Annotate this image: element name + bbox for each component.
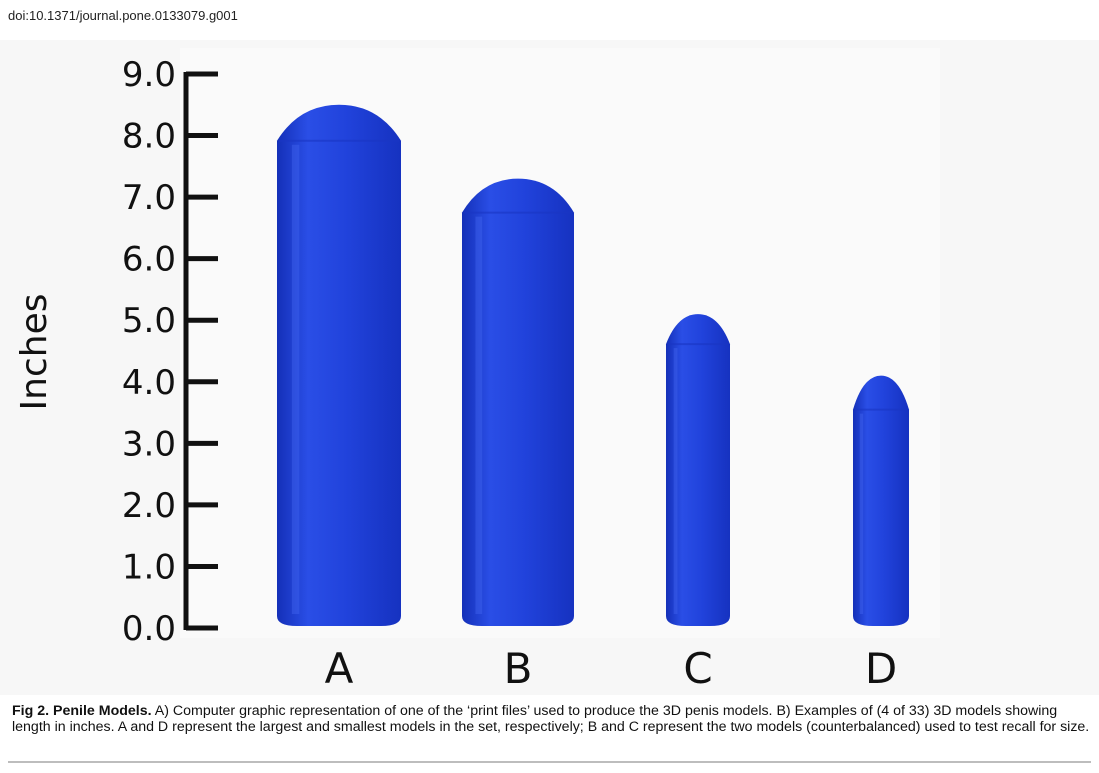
y-tick-label: 0.0 — [122, 609, 176, 649]
model-c — [666, 314, 730, 626]
category-label-c: C — [683, 644, 712, 693]
y-tick-label: 6.0 — [122, 240, 176, 280]
caption-divider — [8, 761, 1091, 763]
model-b — [462, 178, 574, 626]
model-highlight — [475, 216, 483, 614]
y-tick-label: 5.0 — [122, 301, 176, 341]
category-label-a: A — [325, 644, 354, 693]
y-axis-label: Inches — [14, 294, 55, 411]
caption-text: A) Computer graphic representation of on… — [12, 703, 1090, 736]
y-tick-label: 1.0 — [122, 547, 176, 587]
category-label-b: B — [504, 644, 533, 693]
caption-title: Penile Models. — [53, 703, 152, 719]
category-label-d: D — [865, 644, 897, 693]
y-tick-label: 2.0 — [122, 486, 176, 526]
y-axis: 0.0 1.0 2.0 3.0 4.0 5.0 6.0 7.0 8.0 9.0 — [122, 55, 218, 649]
model-d — [853, 375, 909, 626]
doi-text: doi:10.1371/journal.pone.0133079.g001 — [8, 8, 238, 23]
y-tick-label: 8.0 — [122, 117, 176, 157]
penile-models-chart: 0.0 1.0 2.0 3.0 4.0 5.0 6.0 7.0 8.0 9.0 A B C D Inch… — [14, 55, 909, 693]
figure-caption: Fig 2. Penile Models. A) Computer graphi… — [12, 703, 1092, 735]
models: A B C D — [277, 104, 909, 693]
model-highlight — [673, 348, 678, 614]
model-a — [277, 104, 401, 627]
model-highlight — [291, 144, 300, 614]
y-tick-label: 7.0 — [122, 178, 176, 218]
y-tick-label: 3.0 — [122, 424, 176, 464]
model-highlight — [859, 413, 864, 614]
y-tick-label: 9.0 — [122, 55, 176, 95]
y-tick-label: 4.0 — [122, 363, 176, 403]
caption-label: Fig 2. — [12, 703, 50, 719]
